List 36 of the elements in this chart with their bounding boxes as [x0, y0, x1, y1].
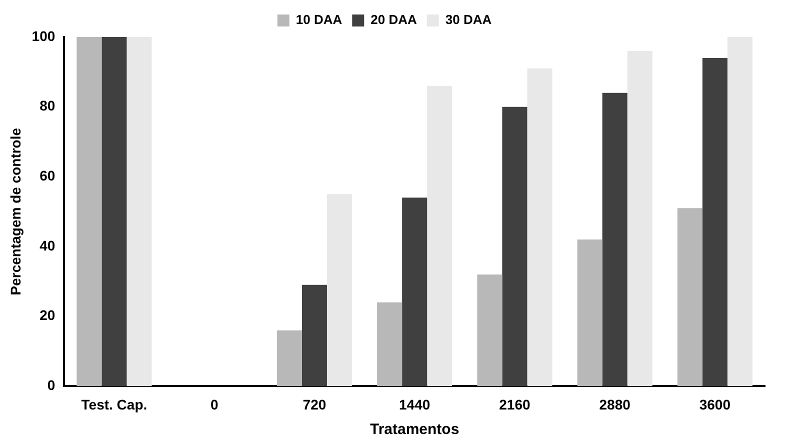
bar: [727, 37, 752, 386]
bar: [76, 37, 102, 386]
bar: [126, 37, 152, 386]
y-tick-label: 80: [40, 98, 56, 114]
bar: [627, 50, 652, 386]
x-tick-label: Test. Cap.: [81, 396, 148, 412]
bar: [527, 68, 552, 386]
bar: [326, 194, 352, 386]
bar: [677, 208, 702, 386]
bar: [502, 106, 528, 386]
legend-label: 20 DAA: [370, 12, 418, 28]
y-tick-label: 40: [40, 237, 56, 254]
y-tick-label: 0: [47, 377, 56, 394]
y-axis-title: Percentagem de controle: [7, 128, 24, 296]
legend-label: 10 DAA: [296, 12, 343, 28]
x-tick-label: 720: [302, 396, 326, 412]
x-tick-label: 3600: [699, 396, 731, 412]
y-tick-label: 100: [32, 28, 56, 44]
y-tick-label: 60: [40, 168, 56, 184]
x-tick-label: 1440: [399, 396, 430, 412]
x-tick-label: 2880: [599, 396, 631, 412]
bar: [477, 274, 502, 386]
x-tick-label: 2160: [499, 396, 530, 412]
x-tick-label: 0: [210, 396, 218, 412]
bar: [102, 37, 127, 386]
x-axis-title: Tratamentos: [370, 421, 460, 438]
y-tick-label: 20: [40, 307, 56, 324]
bar: [402, 198, 428, 386]
bar: [276, 330, 302, 386]
bar: [577, 240, 602, 386]
legend-label: 30 DAA: [445, 12, 492, 28]
bar: [602, 92, 628, 386]
bar: [377, 302, 402, 386]
bar: [302, 284, 327, 386]
bar: [427, 86, 452, 386]
bar: [702, 58, 728, 386]
